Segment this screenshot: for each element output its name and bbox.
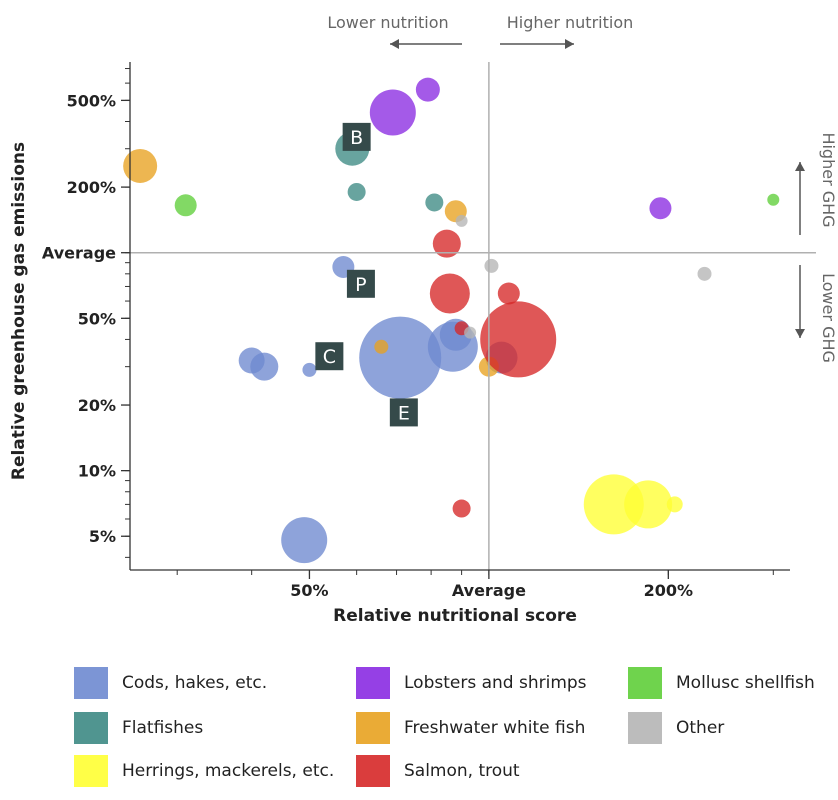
y-tick-label: 500%: [67, 91, 116, 110]
data-point: [415, 77, 440, 102]
y-tick-label: 10%: [78, 462, 116, 481]
data-point: [174, 194, 197, 217]
data-point: [429, 273, 470, 314]
point-label-text: P: [355, 274, 366, 296]
left-arrow-icon: [390, 39, 462, 49]
y-tick-label: 5%: [89, 527, 116, 546]
point-label-box: [315, 342, 344, 371]
lower-ghg-label: Lower GHG: [819, 273, 838, 363]
lower-nutrition-label: Lower nutrition: [327, 13, 448, 32]
data-point: [649, 197, 672, 220]
higher-nutrition-label: Higher nutrition: [507, 13, 634, 32]
higher-ghg-label: Higher GHG: [819, 132, 838, 227]
data-point: [347, 182, 366, 201]
point-labels: B P C E: [315, 122, 418, 427]
point-label-text: B: [350, 127, 363, 149]
point-label-text: E: [398, 402, 410, 424]
data-point: [497, 282, 520, 305]
data-point: [464, 326, 477, 339]
arrow-head: [565, 39, 574, 49]
arrow-head: [795, 329, 805, 338]
y-axis-title: Relative greenhouse gas emissions: [9, 142, 29, 480]
y-tick-label: 200%: [67, 178, 116, 197]
point-label-text: C: [323, 346, 336, 368]
data-points: [123, 77, 780, 564]
data-point: [359, 316, 442, 399]
point-label-box: [389, 398, 418, 427]
data-point: [281, 517, 328, 564]
arrow-head: [795, 162, 805, 171]
up-arrow-icon: [795, 162, 805, 235]
x-tick-label: 50%: [290, 581, 328, 600]
data-point: [484, 258, 499, 273]
data-point: [455, 214, 468, 227]
data-point: [425, 193, 444, 212]
data-point: [452, 499, 471, 518]
point-label-box: [346, 269, 375, 298]
down-arrow-icon: [795, 265, 805, 338]
data-point: [123, 148, 158, 183]
x-axis-title: Relative nutritional score: [333, 606, 577, 626]
data-point: [583, 474, 644, 535]
axes: 5% 10% 20% 50% Average 200% 500% 50% Average 200%…: [9, 62, 790, 626]
data-point: [432, 229, 461, 258]
data-point: [480, 301, 557, 378]
x-tick-label: 200%: [644, 581, 693, 600]
point-label-box: [342, 122, 371, 151]
data-point: [697, 266, 712, 281]
reference-lines: [130, 62, 816, 570]
data-point: [374, 339, 389, 354]
data-point: [250, 352, 279, 381]
y-tick-label: Average: [42, 244, 116, 263]
y-tick-label: 50%: [78, 309, 116, 328]
right-arrow-icon: [500, 39, 574, 49]
arrow-head: [390, 39, 399, 49]
data-point: [302, 362, 317, 377]
data-point: [369, 89, 416, 136]
data-point: [767, 193, 780, 206]
y-tick-label: 20%: [78, 396, 116, 415]
annotations: Lower nutrition Higher nutrition Higher GH…: [327, 13, 838, 363]
data-point: [624, 480, 673, 529]
data-point: [666, 496, 683, 513]
x-tick-label: Average: [452, 581, 526, 600]
